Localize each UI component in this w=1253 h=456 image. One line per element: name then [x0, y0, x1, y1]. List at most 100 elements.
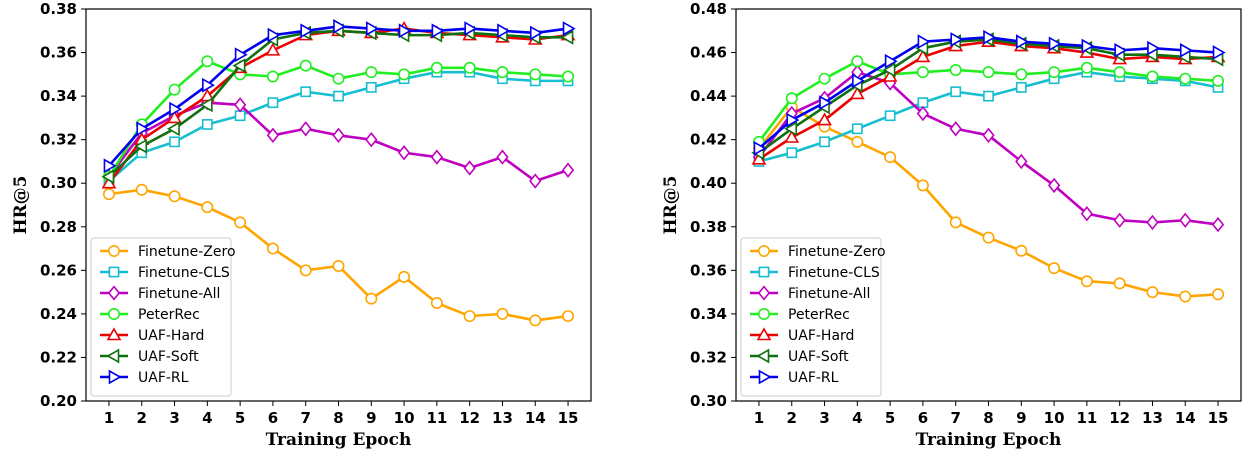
legend: Finetune-Zero Finetune-CLS Finetune-All Pet…: [740, 237, 886, 397]
data-point: [1114, 42, 1128, 58]
data-point: [819, 136, 830, 148]
data-point: [1146, 286, 1159, 299]
data-point: [1015, 68, 1028, 81]
data-point: [529, 68, 542, 81]
data-point: [1179, 72, 1192, 85]
x-tick-label: 14: [1175, 409, 1196, 427]
legend: Finetune-Zero Finetune-CLS Finetune-All Pet…: [90, 237, 236, 397]
data-point: [1146, 214, 1159, 231]
y-axis-title: HR@5: [11, 175, 31, 234]
data-point: [1048, 262, 1061, 275]
data-point: [1048, 66, 1061, 79]
legend-label: Finetune-CLS: [138, 265, 230, 281]
data-point: [463, 61, 476, 74]
data-point: [560, 29, 574, 45]
data-point: [1080, 206, 1094, 222]
x-tick-label: 1: [754, 409, 764, 427]
data-point: [202, 77, 215, 93]
data-point: [300, 23, 314, 39]
data-point: [1015, 82, 1027, 93]
right-chart-panel: 0.30 0.32 0.34 0.36 0.38 0.40 0.42 0.44 0.46 0.48…: [661, 0, 1242, 450]
data-point: [365, 82, 377, 93]
data-point: [915, 49, 931, 63]
legend-marker: [758, 369, 772, 385]
data-point: [398, 270, 411, 283]
data-point: [851, 55, 864, 68]
x-tick-label: 13: [1142, 409, 1163, 427]
y-tick-label: 0.48: [690, 0, 727, 18]
data-point: [982, 231, 995, 244]
y-tick-label: 0.30: [40, 174, 77, 192]
x-tick-label: 4: [852, 409, 862, 427]
y-tick-label: 0.34: [690, 305, 727, 323]
data-point: [136, 121, 150, 137]
data-point: [1080, 275, 1093, 288]
series-uaf-soft: [101, 23, 574, 185]
data-point: [332, 72, 345, 85]
legend-item: PeterRec: [750, 307, 850, 323]
data-point: [1080, 61, 1093, 74]
legend-marker: [108, 369, 122, 385]
data-point: [1015, 153, 1028, 170]
x-tick-label: 4: [202, 409, 212, 427]
data-point: [430, 296, 443, 309]
series-uaf-rl: [753, 29, 1226, 156]
legend-marker: [108, 307, 121, 320]
legend-item: UAF-Soft: [100, 348, 199, 365]
data-point: [884, 110, 896, 122]
data-point: [496, 66, 509, 79]
x-tick-label: 2: [137, 409, 147, 427]
y-tick-label: 0.32: [40, 131, 77, 149]
legend-marker: [758, 266, 770, 278]
legend-label: UAF-Hard: [138, 328, 204, 344]
legend-label: Finetune-All: [788, 286, 870, 302]
data-point: [983, 29, 997, 45]
data-point: [463, 310, 476, 323]
data-point: [266, 242, 279, 255]
y-tick-label: 0.20: [40, 392, 77, 410]
x-tick-label: 9: [1016, 409, 1026, 427]
series-peterrec: [102, 55, 575, 183]
y-tick-label: 0.46: [690, 44, 727, 62]
legend-item: Finetune-Zero: [100, 244, 236, 260]
data-point: [983, 90, 994, 102]
data-point: [1211, 216, 1225, 233]
x-tick-label: 10: [1044, 409, 1065, 427]
data-point: [916, 179, 929, 192]
data-point: [134, 138, 148, 154]
data-point: [168, 190, 181, 203]
legend-marker: [757, 285, 771, 301]
data-point: [169, 136, 180, 148]
data-point: [169, 101, 183, 117]
y-axis-title: HR@5: [661, 175, 681, 234]
legend-label: PeterRec: [788, 307, 850, 323]
legend-item: UAF-Soft: [750, 348, 849, 365]
data-point: [168, 83, 181, 96]
x-tick-label: 6: [918, 409, 928, 427]
x-tick-label: 2: [787, 409, 797, 427]
y-tick-label: 0.26: [40, 261, 77, 279]
data-point: [817, 112, 832, 126]
x-tick-label: 11: [426, 409, 447, 427]
data-point: [819, 95, 833, 111]
legend-marker: [108, 266, 120, 278]
x-tick-label: 12: [459, 409, 480, 427]
data-point: [398, 68, 411, 81]
data-point: [267, 27, 281, 43]
data-point: [561, 162, 575, 178]
y-tick-label: 0.24: [40, 305, 77, 323]
data-point: [365, 292, 378, 305]
data-point: [333, 19, 347, 34]
data-point: [949, 121, 962, 137]
legend-item: UAF-Hard: [100, 327, 204, 344]
data-point: [785, 92, 798, 105]
legend-item: PeterRec: [100, 307, 200, 323]
data-point: [1047, 177, 1061, 194]
data-point: [430, 61, 443, 74]
data-point: [496, 307, 509, 320]
x-tick-label: 12: [1109, 409, 1130, 427]
legend-item: Finetune-All: [100, 285, 220, 302]
data-point: [562, 310, 575, 323]
legend-item: Finetune-Zero: [750, 244, 886, 260]
data-point: [333, 90, 344, 102]
